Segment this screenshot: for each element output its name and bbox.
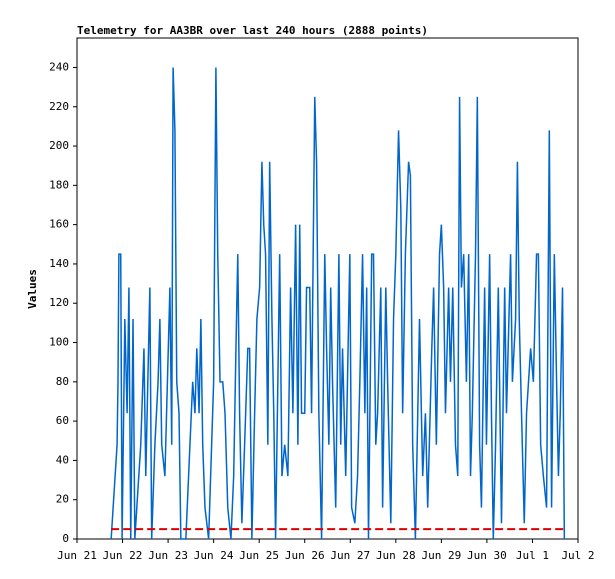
- y-tick-label: 20: [56, 493, 69, 506]
- y-tick-label: 180: [49, 178, 69, 191]
- x-tick-label: Jul 1: [516, 549, 549, 562]
- plot-frame: [76, 37, 579, 540]
- y-tick-label: 40: [56, 453, 69, 466]
- x-tick-label: Jun 21: [57, 549, 97, 562]
- x-tick-label: Jun 22: [103, 549, 143, 562]
- x-tick-label: Jun 27: [330, 549, 370, 562]
- y-tick-label: 60: [56, 414, 69, 427]
- y-tick-label: 160: [49, 218, 69, 231]
- y-tick-label: 100: [49, 336, 69, 349]
- y-axis-label: Values: [26, 269, 39, 309]
- y-tick-label: 220: [49, 100, 69, 113]
- y-tick-label: 200: [49, 139, 69, 152]
- y-tick-label: 0: [62, 532, 69, 545]
- y-tick-label: 120: [49, 296, 69, 309]
- y-tick-label: 240: [49, 60, 69, 73]
- x-tick-label: Jul 2: [561, 549, 594, 562]
- x-tick-label: Jun 24: [194, 549, 234, 562]
- y-tick-label: 80: [56, 375, 69, 388]
- chart-title: Telemetry for AA3BR over last 240 hours …: [77, 24, 428, 37]
- series-line: [110, 67, 566, 540]
- x-tick-label: Jun 30: [467, 549, 507, 562]
- y-tick-label: 140: [49, 257, 69, 270]
- x-tick-label: Jun 26: [285, 549, 325, 562]
- x-tick-label: Jun 25: [239, 549, 279, 562]
- x-tick-label: Jun 29: [421, 549, 461, 562]
- x-tick-label: Jun 28: [376, 549, 416, 562]
- x-tick-label: Jun 23: [148, 549, 188, 562]
